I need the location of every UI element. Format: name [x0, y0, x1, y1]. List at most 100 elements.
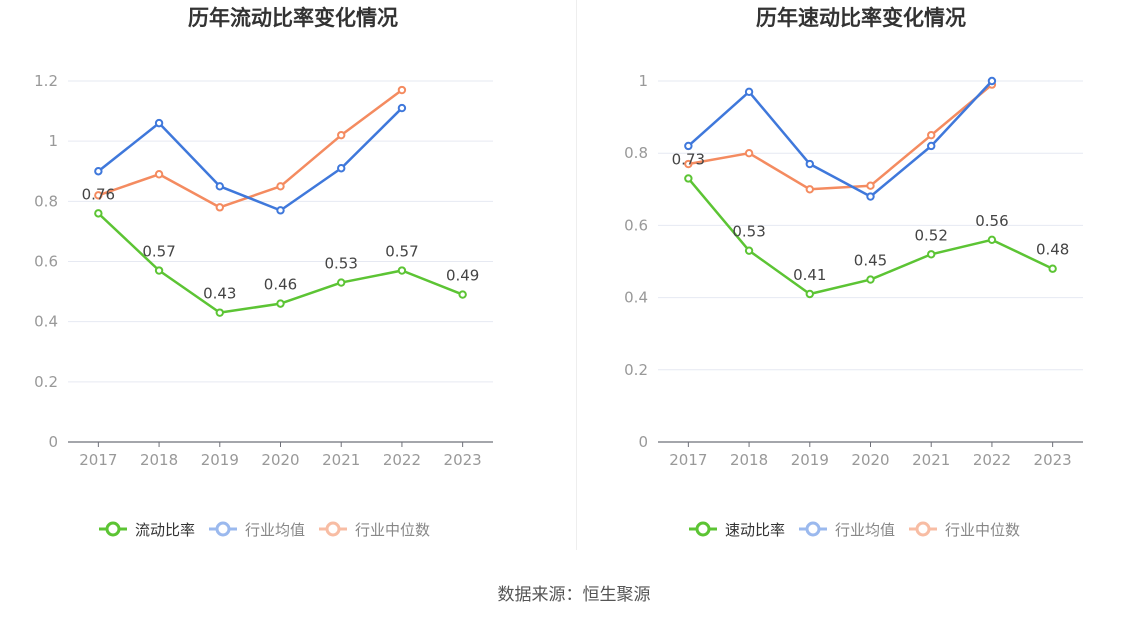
data-point	[744, 87, 754, 97]
data-label: 0.57	[142, 243, 175, 261]
legend-item-industry-median[interactable]: 行业中位数	[318, 519, 430, 540]
data-label: 0.48	[1036, 241, 1069, 259]
legend-item-industry-average[interactable]: 行业均值	[798, 519, 895, 540]
data-point	[1048, 264, 1057, 273]
y-tick-label: 0.6	[624, 216, 648, 234]
x-tick-label: 2023	[444, 451, 482, 469]
y-tick-label: 1	[48, 132, 58, 150]
data-point	[94, 209, 103, 218]
y-tick-label: 0	[638, 433, 648, 451]
data-point	[987, 235, 997, 245]
legend-line-icon	[99, 521, 127, 537]
data-point	[684, 174, 693, 183]
data-point	[927, 250, 936, 259]
data-label: 0.45	[854, 252, 887, 270]
y-tick-label: 0	[48, 433, 58, 451]
x-tick-label: 2018	[140, 451, 178, 469]
y-tick-label: 0.8	[34, 192, 58, 210]
x-tick-label: 2017	[79, 451, 117, 469]
legend-item-current-ratio[interactable]: 流动比率	[98, 519, 195, 540]
data-label: 0.52	[915, 226, 948, 244]
data-point	[215, 203, 224, 212]
data-point	[866, 192, 875, 201]
data-point	[154, 118, 164, 128]
data-point	[866, 275, 875, 284]
legend: 流动比率 行业均值 行业中位数	[98, 517, 443, 541]
y-tick-label: 1.2	[34, 72, 58, 90]
data-point	[744, 149, 754, 158]
series-line	[687, 80, 993, 198]
x-tick-label: 2019	[791, 451, 829, 469]
y-tick-label: 0.4	[34, 313, 58, 331]
y-tick-label: 0.2	[34, 373, 58, 391]
data-point	[215, 182, 224, 191]
legend-label: 行业均值	[245, 520, 306, 539]
data-point	[684, 159, 693, 169]
data-point	[154, 170, 164, 179]
series-line	[97, 107, 403, 212]
quick-ratio-chart-panel: 历年速动比率变化情况 0 0.2 0.4 0.6 0.8 1 2017 2018 2019 202…	[574, 0, 1148, 560]
x-tick-label: 2022	[973, 451, 1011, 469]
x-tick-label: 2023	[1034, 451, 1072, 469]
data-point	[397, 85, 407, 95]
data-point	[276, 206, 285, 215]
legend-line-icon	[209, 521, 238, 537]
data-point	[337, 130, 346, 140]
legend-line-icon	[799, 521, 828, 537]
y-tick-label: 0.4	[624, 289, 648, 307]
data-point	[337, 164, 346, 173]
data-label: 0.46	[264, 276, 297, 294]
x-tick-label: 2021	[912, 451, 950, 469]
data-point	[94, 191, 103, 200]
data-point	[744, 246, 754, 255]
legend: 速动比率 行业均值 行业中位数	[688, 517, 1033, 541]
data-label: 0.57	[385, 243, 418, 261]
y-tick-label: 0.6	[34, 253, 58, 271]
data-point	[215, 308, 224, 317]
chart-title: 历年流动比率变化情况	[188, 6, 398, 30]
y-tick-label: 0.2	[624, 361, 648, 379]
data-point	[927, 141, 936, 151]
x-tick-label: 2021	[322, 451, 360, 469]
series-line	[97, 212, 464, 314]
data-point	[276, 299, 285, 308]
data-label: 0.43	[203, 285, 236, 303]
legend-label: 行业均值	[835, 520, 896, 539]
data-point	[458, 290, 467, 299]
legend-item-industry-average[interactable]: 行业均值	[208, 519, 305, 540]
current-ratio-chart-panel: 历年流动比率变化情况 0 0.2 0.4 0.6 0.8 1 1.2 2017 2018 2019…	[0, 0, 574, 560]
data-label: 0.49	[446, 267, 479, 285]
data-label: 0.56	[975, 212, 1008, 230]
data-label: 0.53	[325, 255, 358, 273]
legend-label: 流动比率	[135, 520, 196, 539]
series-line	[97, 89, 403, 209]
quick-ratio-chart: 0 0.2 0.4 0.6 0.8 1 2017 2018 2019 2020 2021 2022 20…	[624, 72, 1083, 469]
x-tick-label: 2020	[261, 451, 299, 469]
data-point	[154, 266, 164, 275]
data-label: 0.41	[793, 266, 826, 284]
panel-divider	[576, 0, 577, 550]
x-tick-label: 2020	[851, 451, 889, 469]
data-point	[987, 76, 997, 86]
legend-item-quick-ratio[interactable]: 速动比率	[688, 519, 785, 540]
chart-title: 历年速动比率变化情况	[756, 6, 966, 30]
legend-item-industry-median[interactable]: 行业中位数	[908, 519, 1020, 540]
data-point	[397, 103, 407, 113]
legend-label: 行业中位数	[945, 520, 1021, 539]
data-point	[866, 181, 875, 190]
data-point	[337, 278, 346, 287]
x-tick-label: 2022	[383, 451, 421, 469]
legend-line-icon	[909, 521, 938, 537]
x-tick-label: 2017	[669, 451, 707, 469]
data-point	[684, 141, 693, 151]
y-tick-label: 0.8	[624, 144, 648, 162]
series-line	[688, 83, 993, 191]
data-point	[94, 167, 103, 176]
y-tick-label: 1	[638, 72, 648, 90]
data-point	[397, 266, 407, 275]
data-point	[805, 159, 814, 169]
data-source-note: 数据来源：恒生聚源	[497, 585, 651, 605]
legend-line-icon	[689, 521, 717, 537]
legend-line-icon	[319, 521, 348, 537]
data-point	[276, 182, 285, 191]
